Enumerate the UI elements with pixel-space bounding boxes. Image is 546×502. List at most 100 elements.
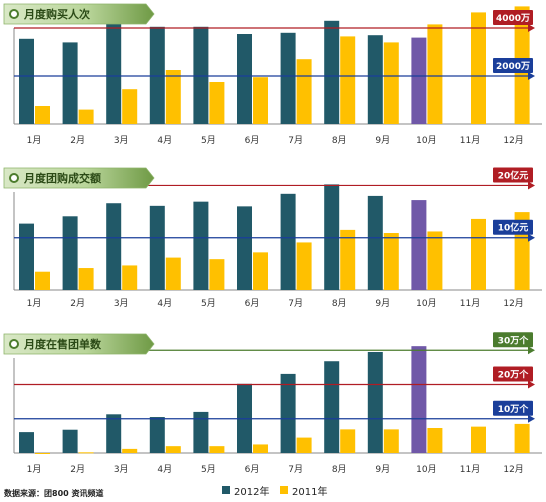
bar-2011-8 bbox=[340, 36, 356, 124]
x-tick-label-8: 8月 bbox=[332, 464, 347, 475]
bar-2012-8 bbox=[324, 20, 340, 124]
bar-2011-1 bbox=[35, 106, 50, 124]
bar-2012-8 bbox=[324, 361, 340, 453]
bar-2012-6 bbox=[237, 34, 252, 124]
x-tick-label-10: 10月 bbox=[416, 464, 436, 475]
bar-2011-6 bbox=[253, 77, 268, 124]
x-tick-label-9: 9月 bbox=[375, 135, 390, 146]
bar-2011-9 bbox=[383, 233, 399, 290]
reference-label-1: 30万个 bbox=[498, 334, 530, 346]
bar-2011-4 bbox=[165, 446, 181, 453]
bar-2011-2 bbox=[78, 109, 94, 124]
bar-2011-1 bbox=[35, 453, 50, 454]
reference-label-1: 4000万 bbox=[496, 13, 530, 24]
bar-2012-5 bbox=[193, 26, 209, 124]
reference-arrow-2 bbox=[528, 233, 535, 242]
bar-2012-2 bbox=[62, 216, 78, 290]
bar-2012-2 bbox=[62, 429, 78, 453]
bar-2011-12 bbox=[514, 423, 530, 453]
chart-header: 月度团购成交额 bbox=[3, 167, 155, 189]
x-tick-label-11: 11月 bbox=[460, 298, 480, 309]
bar-2011-3 bbox=[122, 265, 138, 290]
legend-swatch-1 bbox=[222, 486, 230, 494]
x-tick-label-4: 4月 bbox=[157, 464, 172, 475]
bar-2011-7 bbox=[296, 437, 312, 453]
bar-2012-3 bbox=[106, 203, 122, 290]
bar-2012-7 bbox=[280, 373, 296, 453]
reference-tag-2 bbox=[493, 58, 533, 73]
x-tick-label-7: 7月 bbox=[288, 135, 303, 146]
reference-label-2: 20万个 bbox=[498, 369, 530, 381]
header-banner bbox=[3, 3, 155, 25]
x-tick-label-12: 12月 bbox=[503, 464, 523, 475]
bar-2012-7 bbox=[280, 32, 296, 124]
bar-2011-6 bbox=[253, 252, 268, 290]
x-tick-label-8: 8月 bbox=[332, 298, 347, 309]
header-banner bbox=[3, 167, 155, 189]
bar-2012-9 bbox=[367, 195, 383, 290]
reference-tag-2 bbox=[493, 366, 533, 382]
x-tick-label-11: 11月 bbox=[460, 464, 480, 475]
x-tick-label-3: 3月 bbox=[114, 464, 129, 475]
reference-arrow-3 bbox=[528, 414, 535, 423]
chart-panel-1: 1月 2月 3月 4月 5月 6月 7月 8月 9月 10月 11月 12月 4000万 2000万 月度购… bbox=[3, 3, 542, 146]
x-tick-label-7: 7月 bbox=[288, 464, 303, 475]
bar-2012-10 bbox=[411, 346, 427, 453]
x-tick-label-7: 7月 bbox=[288, 298, 303, 309]
bar-2012-2 bbox=[62, 42, 78, 124]
header-bullet-icon bbox=[9, 9, 19, 19]
chart-title: 月度团购成交额 bbox=[23, 171, 101, 185]
bar-2012-4 bbox=[149, 26, 165, 124]
x-tick-label-1: 1月 bbox=[27, 464, 42, 475]
chart-title: 月度在售团单数 bbox=[23, 337, 102, 351]
reference-label-3: 10万个 bbox=[498, 403, 530, 415]
x-tick-label-5: 5月 bbox=[201, 464, 216, 475]
bar-2011-1 bbox=[35, 271, 50, 290]
x-tick-label-2: 2月 bbox=[70, 464, 85, 475]
chart-title: 月度购买人次 bbox=[23, 7, 90, 21]
reference-arrow-1 bbox=[528, 346, 535, 355]
reference-tag-1 bbox=[493, 332, 533, 348]
bar-2012-3 bbox=[106, 19, 122, 125]
bar-2012-5 bbox=[193, 411, 209, 453]
x-tick-label-4: 4月 bbox=[157, 135, 172, 146]
bar-2012-1 bbox=[19, 223, 34, 290]
bar-2011-7 bbox=[296, 242, 312, 290]
reference-label-2: 10亿元 bbox=[498, 222, 529, 234]
reference-label-1: 20亿元 bbox=[498, 169, 529, 181]
bar-2011-11 bbox=[471, 218, 486, 290]
reference-tag-3 bbox=[493, 400, 533, 416]
bar-2012-1 bbox=[19, 432, 34, 453]
chart-panel-2: 1月 2月 3月 4月 5月 6月 7月 8月 9月 10月 11月 12月 20亿元 10亿元 月度团购成… bbox=[3, 167, 542, 309]
bar-2012-4 bbox=[149, 417, 165, 453]
x-tick-label-6: 6月 bbox=[245, 298, 260, 309]
x-tick-label-12: 12月 bbox=[503, 298, 523, 309]
x-tick-label-2: 2月 bbox=[70, 298, 85, 309]
bar-2012-5 bbox=[193, 201, 209, 290]
header-bullet-icon bbox=[9, 339, 19, 349]
source-note: 数据来源：团800 资讯频道 bbox=[4, 488, 103, 498]
bar-2011-5 bbox=[209, 259, 225, 290]
bar-2012-9 bbox=[367, 351, 383, 453]
bar-2011-4 bbox=[165, 257, 181, 290]
chart-panel-3: 1月 2月 3月 4月 5月 6月 7月 8月 9月 10月 11月 12月 30万个 20万个 10万个 月… bbox=[3, 332, 542, 475]
chart-header: 月度购买人次 bbox=[3, 3, 155, 25]
header-banner bbox=[3, 333, 155, 355]
reference-tag-1 bbox=[493, 10, 533, 25]
x-tick-label-11: 11月 bbox=[460, 135, 480, 146]
bar-2011-3 bbox=[122, 448, 138, 453]
x-tick-label-9: 9月 bbox=[375, 298, 390, 309]
reference-arrow-2 bbox=[528, 72, 535, 80]
bar-2011-7 bbox=[296, 59, 312, 125]
bar-2012-1 bbox=[19, 38, 34, 124]
bar-2012-6 bbox=[237, 206, 252, 290]
legend: 2012年 2011年 bbox=[222, 485, 327, 498]
bar-2011-10 bbox=[427, 24, 443, 124]
x-tick-label-10: 10月 bbox=[416, 298, 436, 309]
bar-2011-2 bbox=[78, 452, 94, 454]
x-tick-label-4: 4月 bbox=[157, 298, 172, 309]
x-tick-label-1: 1月 bbox=[27, 298, 42, 309]
x-tick-label-6: 6月 bbox=[245, 135, 260, 146]
